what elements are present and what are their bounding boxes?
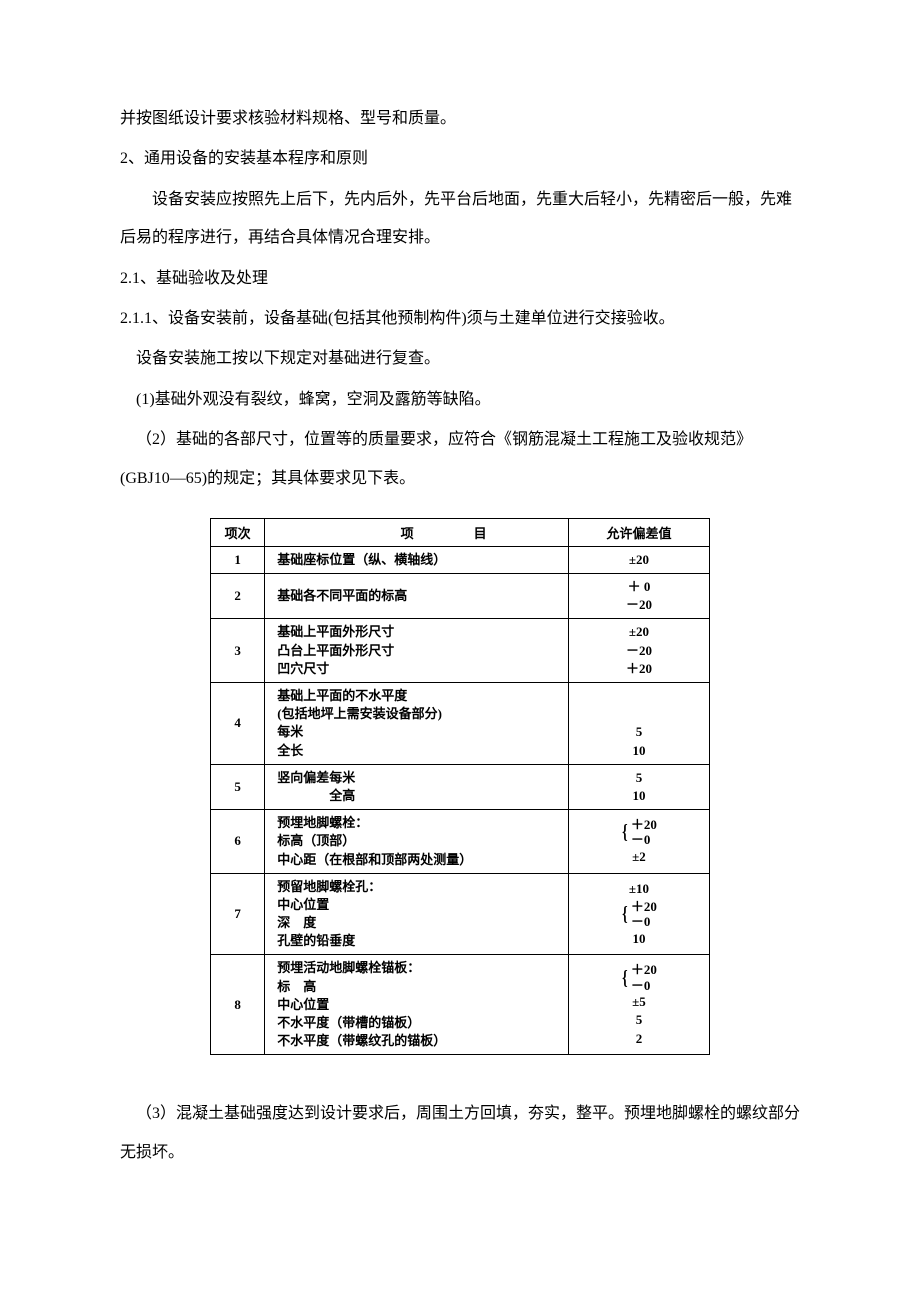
cell-num: 4	[211, 683, 265, 765]
paragraph-5: 2.1.1、设备安装前，设备基础(包括其他预制构件)须与土建单位进行交接验收。	[120, 300, 800, 338]
cell-item: 基础各不同平面的标高	[265, 574, 569, 619]
cell-num: 1	[211, 546, 265, 573]
header-item-text: 项	[401, 526, 474, 541]
table-row: 2基础各不同平面的标高＋ 0－20	[211, 574, 710, 619]
table-row: 1基础座标位置（纵、横轴线）±20	[211, 546, 710, 573]
table-row: 4基础上平面的不水平度(包括地坪上需安装设备部分)每米全长 510	[211, 683, 710, 765]
table-row: 5竖向偏差每米 全高510	[211, 764, 710, 809]
table-row: 6预埋地脚螺栓：标高（顶部）中心距（在根部和顶部两处测量）{＋20－0±2	[211, 810, 710, 874]
cell-tolerance: {＋20－0±2	[568, 810, 709, 874]
cell-tolerance: ±20	[568, 546, 709, 573]
paragraph-1: 并按图纸设计要求核验材料规格、型号和质量。	[120, 100, 800, 138]
cell-item: 基础座标位置（纵、横轴线）	[265, 546, 569, 573]
cell-tolerance: ±10{＋20－010	[568, 873, 709, 955]
cell-num: 7	[211, 873, 265, 955]
cell-tolerance: ±20－20＋20	[568, 619, 709, 683]
header-item-suffix: 目	[474, 526, 487, 541]
cell-tolerance: {＋20－0±552	[568, 955, 709, 1055]
cell-tolerance: 510	[568, 683, 709, 765]
cell-item: 预埋活动地脚螺栓锚板：标 高中心位置不水平度（带槽的锚板）不水平度（带螺纹孔的锚…	[265, 955, 569, 1055]
table-row: 3基础上平面外形尺寸凸台上平面外形尺寸凹穴尺寸±20－20＋20	[211, 619, 710, 683]
table-header-row: 项次 项目 允许偏差值	[211, 518, 710, 546]
cell-num: 2	[211, 574, 265, 619]
cell-num: 6	[211, 810, 265, 874]
tolerance-table: 项次 项目 允许偏差值 1基础座标位置（纵、横轴线）±202基础各不同平面的标高…	[210, 518, 710, 1056]
cell-num: 8	[211, 955, 265, 1055]
cell-num: 5	[211, 764, 265, 809]
header-tolerance: 允许偏差值	[568, 518, 709, 546]
cell-num: 3	[211, 619, 265, 683]
cell-item: 竖向偏差每米 全高	[265, 764, 569, 809]
paragraph-8: （2）基础的各部尺寸，位置等的质量要求，应符合《钢筋混凝土工程施工及验收规范》(…	[120, 421, 800, 498]
table-row: 7预留地脚螺栓孔：中心位置深 度孔壁的铅垂度±10{＋20－010	[211, 873, 710, 955]
paragraph-6: 设备安装施工按以下规定对基础进行复查。	[120, 340, 800, 378]
table-row: 8预埋活动地脚螺栓锚板：标 高中心位置不水平度（带槽的锚板）不水平度（带螺纹孔的…	[211, 955, 710, 1055]
cell-tolerance: 510	[568, 764, 709, 809]
cell-item: 基础上平面的不水平度(包括地坪上需安装设备部分)每米全长	[265, 683, 569, 765]
paragraph-4: 2.1、基础验收及处理	[120, 260, 800, 298]
cell-item: 预埋地脚螺栓：标高（顶部）中心距（在根部和顶部两处测量）	[265, 810, 569, 874]
paragraph-3: 设备安装应按照先上后下，先内后外，先平台后地面，先重大后轻小，先精密后一般，先难…	[120, 181, 800, 258]
paragraph-2: 2、通用设备的安装基本程序和原则	[120, 140, 800, 178]
header-item: 项目	[265, 518, 569, 546]
paragraph-7: (1)基础外观没有裂纹，蜂窝，空洞及露筋等缺陷。	[120, 381, 800, 419]
tolerance-table-container: 项次 项目 允许偏差值 1基础座标位置（纵、横轴线）±202基础各不同平面的标高…	[210, 518, 710, 1056]
cell-item: 预留地脚螺栓孔：中心位置深 度孔壁的铅垂度	[265, 873, 569, 955]
header-num: 项次	[211, 518, 265, 546]
paragraph-9: （3）混凝土基础强度达到设计要求后，周围土方回填，夯实，整平。预埋地脚螺栓的螺纹…	[120, 1095, 800, 1172]
cell-item: 基础上平面外形尺寸凸台上平面外形尺寸凹穴尺寸	[265, 619, 569, 683]
table-body: 1基础座标位置（纵、横轴线）±202基础各不同平面的标高＋ 0－203基础上平面…	[211, 546, 710, 1055]
cell-tolerance: ＋ 0－20	[568, 574, 709, 619]
